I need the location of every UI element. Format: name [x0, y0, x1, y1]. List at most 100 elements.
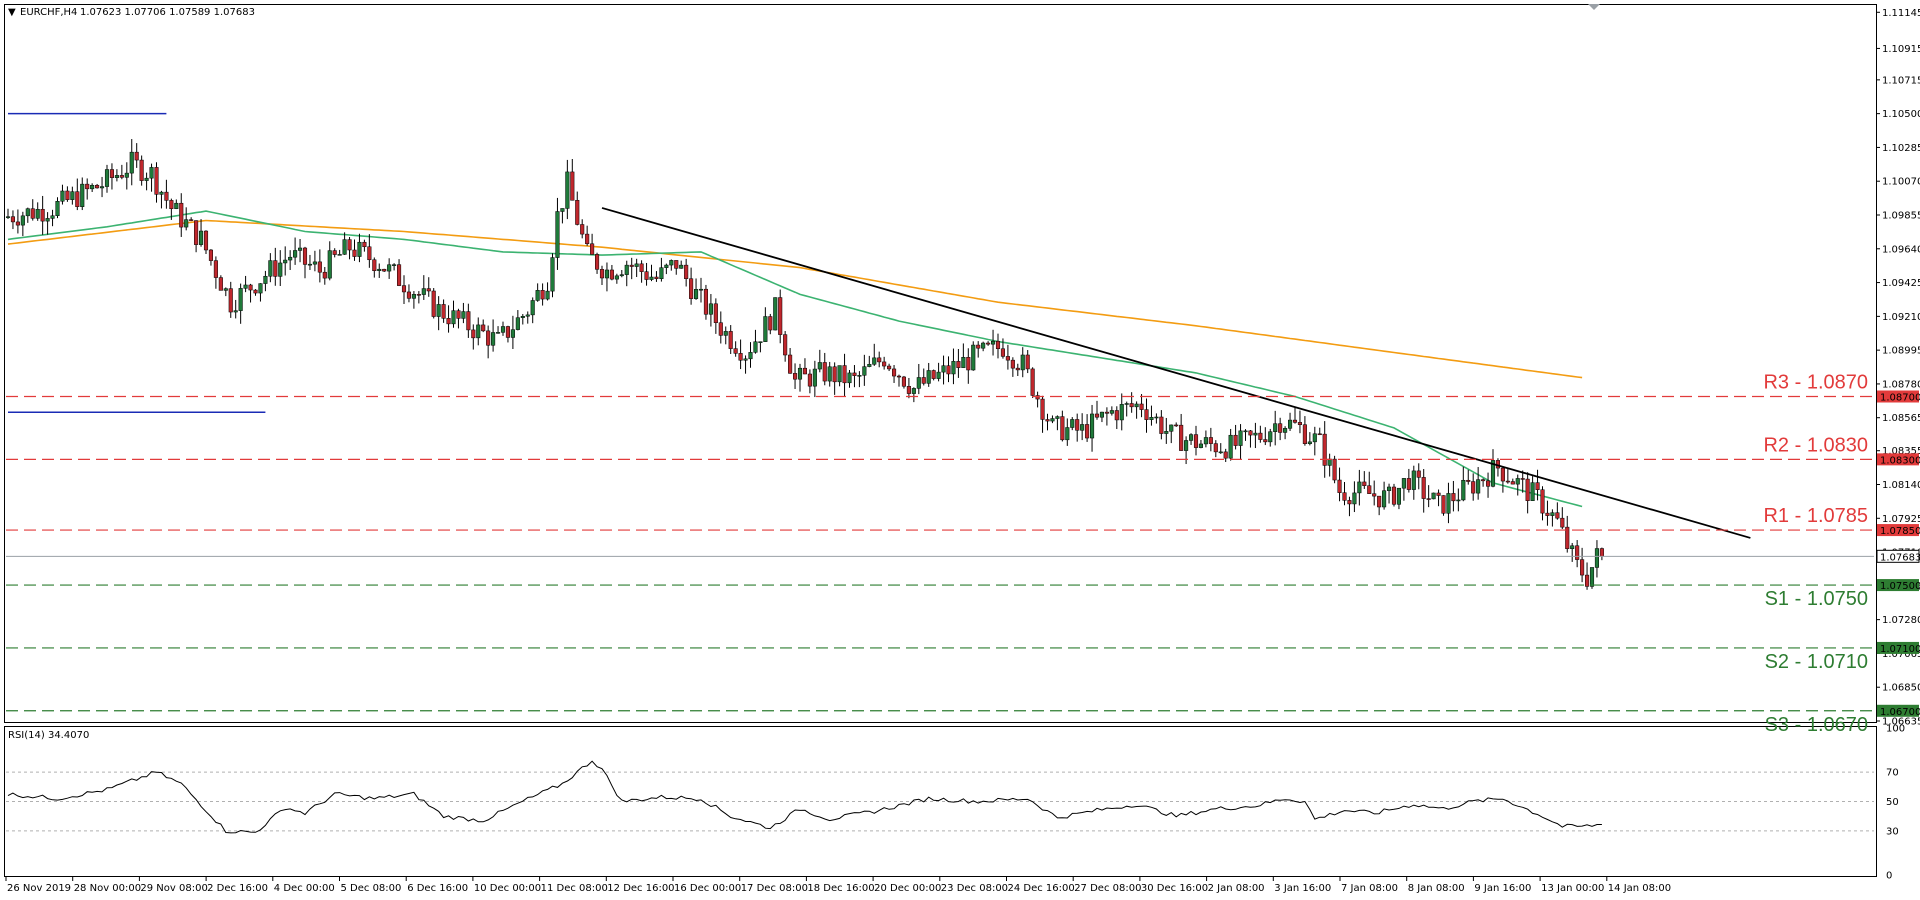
level-label-4: S2 - 1.0710	[1765, 651, 1868, 673]
candle	[263, 270, 268, 292]
candle-body	[941, 365, 946, 373]
candle-body	[773, 297, 778, 331]
candle-body	[387, 264, 392, 272]
level-tag-5: 1.06700	[1880, 707, 1920, 718]
level-label-3: S1 - 1.0750	[1765, 588, 1868, 610]
candle-body	[1575, 545, 1580, 560]
candle-body	[50, 215, 55, 219]
candle	[1208, 427, 1213, 452]
candle-body	[852, 372, 857, 376]
candle	[1065, 418, 1070, 446]
candle-body	[60, 190, 65, 202]
candle	[1292, 406, 1298, 424]
candle	[679, 260, 684, 269]
y-tick-label: 1.11145	[1882, 8, 1920, 19]
candle-body	[1416, 470, 1421, 478]
candle-body	[505, 326, 510, 338]
candle-body	[208, 249, 213, 261]
candle	[114, 169, 119, 182]
candle	[1550, 509, 1555, 527]
candle-body	[1218, 451, 1223, 454]
candle	[783, 331, 788, 362]
candle	[530, 297, 535, 324]
candle-body	[1075, 419, 1080, 431]
candle-body	[1258, 432, 1263, 440]
candle	[1189, 433, 1194, 445]
candle-body	[154, 167, 159, 195]
candle-body	[416, 294, 421, 296]
main-pane	[4, 4, 1877, 723]
candle	[852, 365, 857, 388]
candle-body	[1580, 559, 1585, 576]
candle	[1347, 496, 1352, 517]
candle	[1486, 472, 1491, 498]
candle-body	[599, 269, 605, 279]
candle	[476, 317, 481, 346]
scroll-marker-icon[interactable]	[1588, 4, 1600, 10]
candle	[1377, 495, 1382, 516]
candle	[1535, 469, 1540, 501]
candle	[1466, 469, 1471, 485]
candle-body	[1461, 479, 1466, 501]
candle-body	[15, 221, 20, 226]
candle	[817, 349, 822, 373]
candle-body	[124, 172, 129, 178]
ma-slow-line	[7, 219, 1583, 379]
candle	[1421, 468, 1426, 513]
candle	[599, 265, 605, 286]
candle	[882, 356, 887, 370]
candle-body	[1035, 395, 1040, 400]
candle-body	[1456, 499, 1461, 502]
candle-body	[1406, 478, 1411, 490]
candle	[763, 307, 768, 342]
candle	[921, 368, 926, 386]
candle	[1085, 414, 1090, 442]
candle	[1099, 411, 1105, 423]
candle-body	[1352, 492, 1357, 505]
candle	[1010, 357, 1015, 377]
candle	[401, 275, 407, 304]
candle-body	[189, 219, 194, 221]
candle-body	[1189, 434, 1194, 441]
candle-body	[1005, 356, 1010, 361]
y-tick-label: 1.07925	[1882, 514, 1920, 525]
candle-body	[352, 249, 357, 257]
candle	[1515, 474, 1520, 496]
candle	[317, 249, 322, 283]
candle	[65, 186, 70, 202]
candle	[293, 237, 298, 265]
candle	[253, 289, 258, 296]
x-tick-label: 20 Dec 00:00	[874, 883, 941, 894]
trendline	[601, 207, 1751, 539]
candle	[1540, 486, 1545, 521]
candle	[1070, 417, 1075, 431]
candle	[877, 351, 882, 368]
candle	[446, 305, 451, 333]
candle-body	[253, 289, 258, 294]
candle-body	[540, 290, 545, 300]
candle	[565, 159, 570, 220]
candle	[1015, 363, 1020, 376]
candle	[109, 163, 115, 190]
candle	[793, 363, 798, 389]
candle-body	[1104, 411, 1109, 414]
candle-body	[169, 200, 174, 209]
candle-body	[1520, 478, 1525, 480]
candle-body	[90, 184, 95, 190]
current-price-tag: 1.07683	[1880, 552, 1920, 563]
candle-body	[1362, 481, 1367, 486]
candle	[728, 325, 733, 355]
candle	[466, 303, 471, 338]
candle	[337, 249, 342, 256]
candle	[505, 325, 510, 343]
candle	[243, 275, 248, 293]
y-tick-label: 1.10070	[1882, 177, 1920, 188]
candle	[802, 358, 808, 375]
candle-body	[486, 330, 491, 346]
candle	[540, 283, 545, 306]
candle-body	[713, 303, 718, 323]
candle-body	[723, 331, 728, 336]
level-tag-2: 1.07850	[1880, 526, 1920, 537]
rsi-tick-label: 30	[1886, 826, 1899, 837]
y-tick-label: 1.09640	[1882, 244, 1920, 255]
